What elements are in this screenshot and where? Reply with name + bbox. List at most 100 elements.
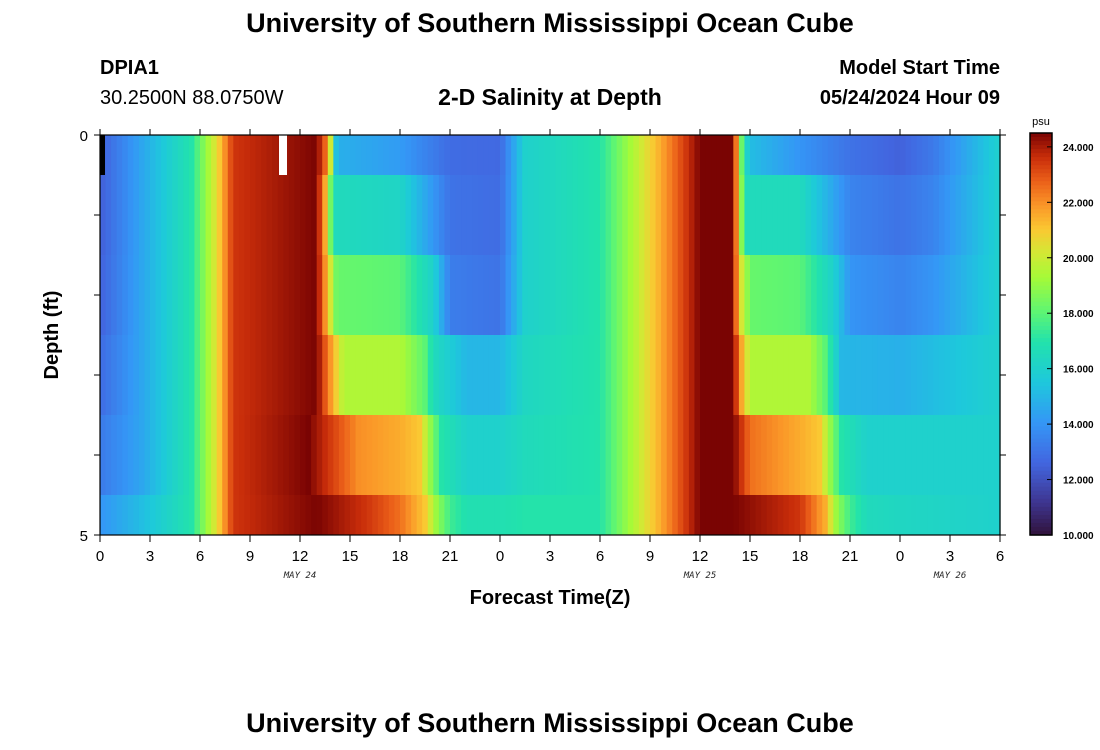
heatmap-cell xyxy=(361,335,368,415)
heatmap-cell xyxy=(133,135,140,175)
heatmap-cell xyxy=(533,335,540,415)
heatmap-cell xyxy=(266,175,273,255)
heatmap-cell xyxy=(361,415,368,495)
heatmap-cell xyxy=(311,415,318,495)
heatmap-cell xyxy=(983,255,990,335)
heatmap-cell xyxy=(966,335,973,415)
heatmap-cell xyxy=(650,495,657,535)
heatmap-cell xyxy=(855,255,862,335)
heatmap-cell xyxy=(122,135,129,175)
heatmap-cell xyxy=(244,175,251,255)
heatmap-cell xyxy=(788,335,796,415)
heatmap-cell xyxy=(577,495,584,535)
colorbar-tick-label: 22.000 xyxy=(1063,198,1094,209)
heatmap-cell xyxy=(305,495,312,535)
heatmap-cell xyxy=(327,415,334,495)
heatmap-cell xyxy=(605,135,612,175)
colorbar-tick-label: 10.000 xyxy=(1063,531,1094,542)
heatmap-cell xyxy=(444,415,451,495)
heatmap-cell xyxy=(838,175,846,255)
colorbar-segment xyxy=(1030,338,1052,343)
heatmap-cell xyxy=(288,335,296,415)
heatmap-cell xyxy=(338,255,346,335)
heatmap-cell xyxy=(461,135,468,175)
heatmap-cell xyxy=(538,415,546,495)
x-tick-label: 6 xyxy=(596,548,604,565)
heatmap-cell xyxy=(822,135,829,175)
heatmap-cell xyxy=(861,255,868,335)
heatmap-cell xyxy=(100,175,107,255)
heatmap-cell xyxy=(805,415,812,495)
heatmap-cell xyxy=(872,255,879,335)
colorbar-segment xyxy=(1030,233,1052,239)
heatmap-cell xyxy=(222,135,229,175)
heatmap-cell xyxy=(977,495,984,535)
heatmap-cell xyxy=(427,335,434,415)
heatmap-cell xyxy=(833,415,840,495)
heatmap-cell xyxy=(811,255,818,335)
heatmap-cell xyxy=(733,255,740,335)
heatmap-cell xyxy=(194,335,201,415)
colorbar-unit: psu xyxy=(1032,116,1050,128)
heatmap-cell xyxy=(950,415,957,495)
heatmap-cell xyxy=(566,335,573,415)
heatmap-cell xyxy=(866,175,873,255)
heatmap-cell xyxy=(200,415,207,495)
heatmap-cell xyxy=(450,175,457,255)
heatmap-cell xyxy=(938,415,946,495)
heatmap-cell xyxy=(227,495,234,535)
heatmap-cell xyxy=(822,335,829,415)
heatmap-cell xyxy=(450,335,457,415)
colorbar-segment xyxy=(1030,165,1052,170)
heatmap-cell xyxy=(483,495,490,535)
heatmap-cell xyxy=(544,255,551,335)
heatmap-cell xyxy=(294,415,301,495)
heatmap-cell xyxy=(116,135,123,175)
heatmap-cell xyxy=(922,255,929,335)
heatmap-cell xyxy=(744,175,751,255)
heatmap-cell xyxy=(438,255,446,335)
heatmap-cell xyxy=(322,175,329,255)
colorbar-segment xyxy=(1030,434,1052,440)
heatmap-cell xyxy=(472,135,479,175)
heatmap-cell xyxy=(216,255,223,335)
heatmap-cell xyxy=(377,255,384,335)
heatmap-cell xyxy=(655,495,662,535)
heatmap-cell xyxy=(788,495,796,535)
colorbar-segment xyxy=(1030,506,1052,512)
heatmap-cell xyxy=(722,415,729,495)
colorbar-segment xyxy=(1030,173,1052,178)
heatmap-cell xyxy=(766,255,773,335)
heatmap-cell xyxy=(205,175,212,255)
heatmap-cell xyxy=(777,175,784,255)
heatmap-cell xyxy=(183,255,190,335)
colorbar-segment xyxy=(1030,414,1052,420)
heatmap-cell xyxy=(872,335,879,415)
heatmap-cell xyxy=(594,135,601,175)
heatmap-cell xyxy=(544,335,551,415)
heatmap-cell xyxy=(427,415,434,495)
heatmap-cell xyxy=(100,495,107,535)
heatmap-cell xyxy=(716,415,723,495)
colorbar-tick-label: 14.000 xyxy=(1063,420,1094,431)
heatmap-cell xyxy=(133,415,140,495)
heatmap-cell xyxy=(300,135,307,175)
heatmap-cell xyxy=(733,175,740,255)
heatmap-cell xyxy=(605,415,612,495)
heatmap-cell xyxy=(477,255,484,335)
heatmap-cell xyxy=(394,415,401,495)
colorbar-segment xyxy=(1030,185,1052,190)
heatmap-cell xyxy=(700,175,707,255)
heatmap-cell xyxy=(666,135,673,175)
heatmap-cell xyxy=(288,135,296,175)
heatmap-cell xyxy=(555,335,562,415)
heatmap-cell xyxy=(366,335,373,415)
heatmap-cell xyxy=(661,175,668,255)
heatmap-cell xyxy=(761,415,768,495)
heatmap-cell xyxy=(416,495,423,535)
heatmap-cell xyxy=(527,255,534,335)
heatmap-cell xyxy=(588,175,596,255)
heatmap-cell xyxy=(922,175,929,255)
heatmap-cell xyxy=(233,135,240,175)
heatmap-cell xyxy=(894,335,901,415)
